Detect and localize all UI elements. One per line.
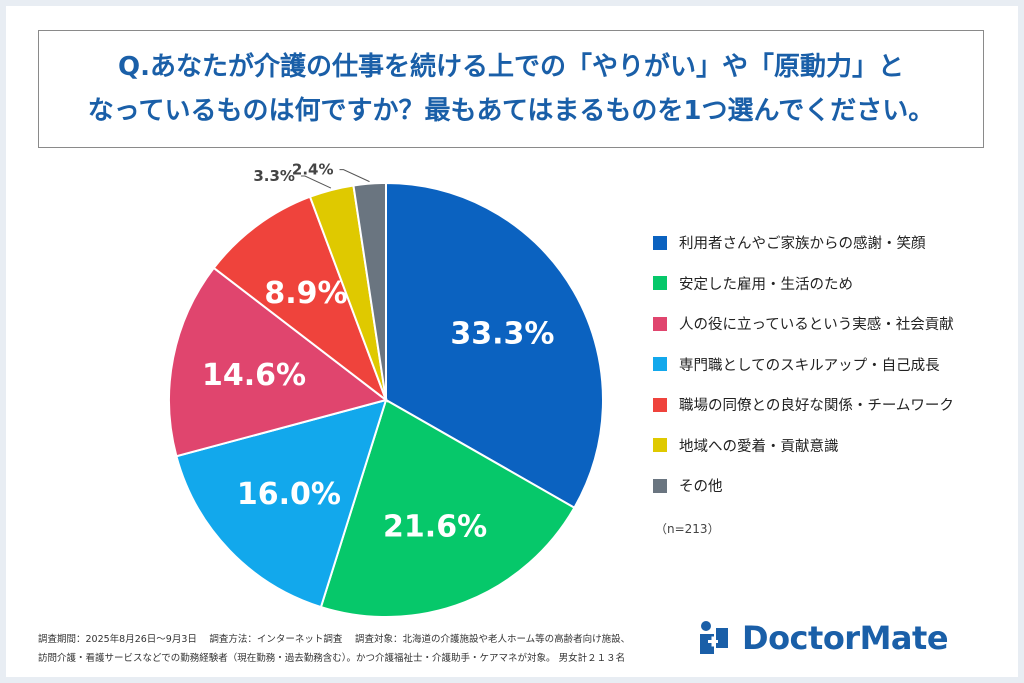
slice-value-label: 2.4% (292, 161, 334, 179)
legend-label: 利用者さんやご家族からの感謝・笑顔 (679, 236, 926, 252)
legend-item: 安定した雇用・生活のため (653, 274, 954, 293)
legend-swatch (653, 235, 667, 250)
legend-label: その他 (679, 479, 723, 495)
legend-swatch (653, 316, 667, 331)
legend-item: 利用者さんやご家族からの感謝・笑顔 (653, 233, 954, 252)
leader-line (339, 169, 370, 183)
doctormate-logo: DoctorMate (696, 618, 949, 658)
slice-value-label: 14.6% (202, 358, 306, 393)
slice-value-label: 8.9% (264, 276, 347, 311)
pie-slice (168, 266, 389, 458)
legend-item: 職場の同僚との良好な関係・チームワーク (653, 395, 954, 414)
pie-slice (175, 398, 388, 609)
legend-swatch (653, 438, 667, 452)
footnote-line-1: 調査期間：2025年8月26日～9月3日 調査方法：インターネット調査 調査対象… (38, 634, 631, 645)
legend-label: 人の役に立っているという実感・社会貢献 (679, 317, 954, 333)
legend: 利用者さんやご家族からの感謝・笑顔 安定した雇用・生活のため人の役に立っているとい… (653, 233, 954, 517)
footnote-line-2: 訪問介護・看護サービスなどでの勤務経験者（現在勤務・過去勤務含む）。かつ介護福祉… (38, 653, 626, 664)
leader-line (300, 175, 332, 189)
slice-value-label: 33.3% (450, 316, 554, 351)
logo-wordmark: DoctorMate (742, 619, 949, 657)
slice-value-label: 3.3% (253, 167, 295, 185)
legend-swatch (653, 357, 667, 371)
legend-item: 人の役に立っているという実感・社会貢献 (653, 314, 954, 333)
question-line-1: Q.あなたが介護の仕事を続ける上での「やりがい」や「原動力」と (118, 52, 904, 82)
question-box: Q.あなたが介護の仕事を続ける上での「やりがい」や「原動力」と なっているものは… (38, 30, 984, 148)
legend-swatch (653, 478, 667, 493)
pie-slice (385, 181, 604, 510)
question-line-2: なっているものは何ですか？最もあてはまるものを1つ選んでください。 (87, 96, 935, 126)
legend-label: 安定した雇用・生活のため (679, 276, 853, 293)
legend-swatch (653, 276, 667, 290)
survey-footnote: 調査期間：2025年8月26日～9月3日 調査方法：インターネット調査 調査対象… (38, 630, 638, 668)
pie-slice (319, 398, 576, 618)
sample-size-note: （n=213） (655, 522, 720, 536)
slice-value-label: 16.0% (237, 477, 341, 512)
legend-label: 職場の同僚との良好な関係・チームワーク (679, 398, 954, 414)
legend-swatch (653, 397, 667, 412)
legend-label: 地域への愛着・貢献意識 (679, 438, 839, 455)
pie-slice (352, 181, 387, 401)
slice-value-label: 21.6% (383, 509, 487, 544)
legend-item: その他 (653, 476, 954, 495)
legend-label: 専門職としてのスキルアップ・自己成長 (679, 357, 940, 374)
pie-slice (212, 195, 389, 403)
legend-item: 専門職としてのスキルアップ・自己成長 (653, 355, 954, 374)
logo-mark-icon (700, 621, 728, 654)
legend-item: 地域への愛着・貢献意識 (653, 436, 954, 455)
